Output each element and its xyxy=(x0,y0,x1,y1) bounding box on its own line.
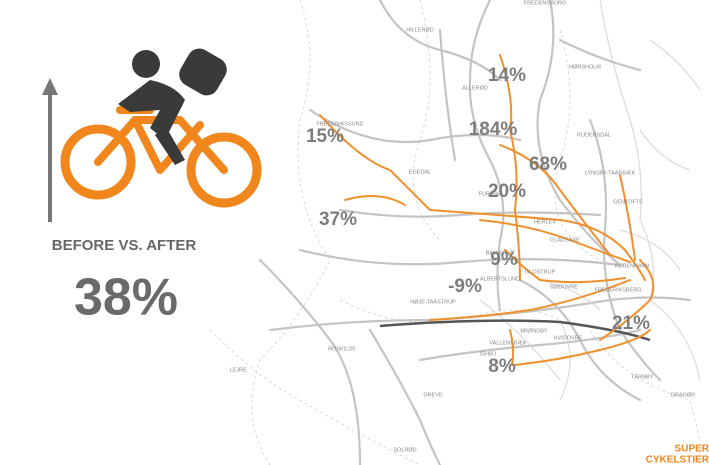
logo-line: CYKELSTIER xyxy=(646,455,709,465)
route-change: 68% xyxy=(529,154,567,175)
place-name: ROSKILDE xyxy=(328,346,356,352)
place-name: HVIDOVRE xyxy=(554,335,583,341)
place-name: GLOSTRUP xyxy=(525,269,556,275)
place-name: EGEDAL xyxy=(409,169,431,175)
place-name: FREDERIKSSUND xyxy=(316,121,363,127)
place-name: HERLEV xyxy=(534,219,556,225)
place-name: FURESØ xyxy=(479,191,503,197)
route-change: 20% xyxy=(488,181,526,202)
route-change: 21% xyxy=(612,313,650,334)
route-change: 37% xyxy=(319,209,357,230)
place-name: ISHØJ xyxy=(480,351,496,357)
route-change: 15% xyxy=(306,126,344,147)
route-change: 184% xyxy=(469,119,518,140)
place-name: HØRSHOLM xyxy=(569,64,601,70)
place-name: BRØNDBY xyxy=(520,328,548,334)
logo-line: SUPER xyxy=(675,444,709,455)
headline-value: 38% xyxy=(74,269,178,327)
route-change: -9% xyxy=(448,276,482,297)
place-name: VALLENSBÆK xyxy=(489,340,527,346)
place-name: FREDENSBORG xyxy=(524,0,566,6)
place-name: BALLERUP xyxy=(486,250,515,256)
place-name: HØJE-TAASTRUP xyxy=(410,299,456,305)
map-labels: 14% 184% 15% 68%20% 37% 9% -9% 21% 8% FREDENSBORG… xyxy=(229,0,695,453)
cyclist-icon: BEFORE VS. AFTER 38% xyxy=(42,48,262,327)
map-base xyxy=(209,0,701,465)
cycle-routes xyxy=(319,54,655,366)
place-name: ALLERØD xyxy=(462,85,488,91)
place-name: TÅRNBY xyxy=(631,373,654,380)
place-name: GENTOFTE xyxy=(613,199,643,205)
place-name: SOLRØD xyxy=(393,447,416,453)
headline-label: BEFORE VS. AFTER xyxy=(52,237,197,254)
place-name: GLADSAXE xyxy=(550,237,580,243)
place-name: RØDOVRE xyxy=(550,284,578,290)
route-change: 8% xyxy=(488,356,516,377)
place-name: FREDERIKSBERG xyxy=(594,287,641,293)
place-name: DRAGØR xyxy=(671,392,695,398)
place-name: GREVE xyxy=(423,392,443,398)
route-change: 9% xyxy=(490,249,518,270)
place-name: LYNGBY-TAARBÆK xyxy=(585,170,636,176)
place-name: LEJRE xyxy=(229,367,246,373)
place-name: ALBERTSLUND xyxy=(480,276,520,282)
place-name: KØBENHAVN xyxy=(615,263,649,269)
route-change: 14% xyxy=(488,65,526,86)
place-name: HILLERØD xyxy=(406,27,434,33)
place-name: RUDERSDAL xyxy=(577,132,611,138)
